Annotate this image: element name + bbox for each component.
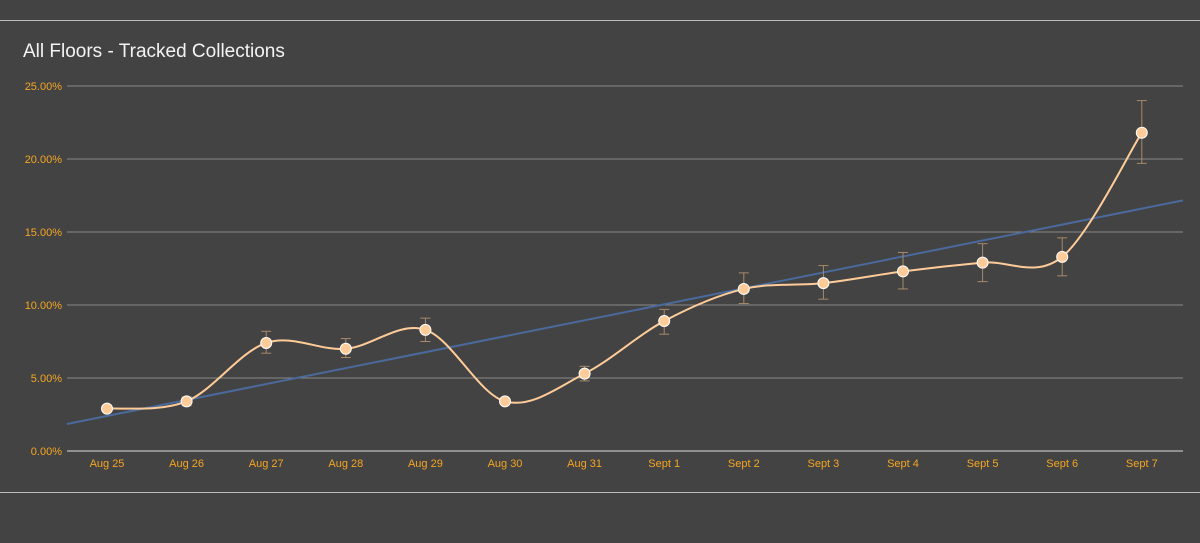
- x-tick-label: Sept 6: [1046, 458, 1078, 470]
- x-tick-label: Aug 27: [249, 458, 284, 470]
- data-point: [1135, 126, 1148, 139]
- y-tick-label: 5.00%: [31, 373, 62, 385]
- x-tick-label: Sept 7: [1126, 458, 1158, 470]
- data-point: [339, 342, 352, 355]
- x-tick-label: Aug 28: [328, 458, 363, 470]
- x-tick-label: Sept 3: [807, 458, 839, 470]
- y-tick-label: 0.00%: [31, 446, 62, 458]
- x-tick-label: Sept 5: [967, 458, 999, 470]
- bottom-divider: [0, 492, 1200, 493]
- top-divider: [0, 20, 1200, 21]
- x-tick-label: Aug 25: [90, 458, 125, 470]
- x-tick-label: Sept 2: [728, 458, 760, 470]
- data-point: [260, 336, 273, 349]
- series-line: [106, 132, 1143, 410]
- trend-line: [66, 199, 1184, 425]
- x-tick-label: Aug 26: [169, 458, 204, 470]
- y-tick-label: 15.00%: [25, 227, 63, 239]
- x-tick-label: Sept 4: [887, 458, 919, 470]
- chart-title: All Floors - Tracked Collections: [23, 41, 285, 62]
- x-tick-label: Sept 1: [648, 458, 680, 470]
- data-point: [101, 402, 113, 415]
- data-point: [658, 315, 671, 328]
- y-tick-label: 20.00%: [25, 154, 63, 166]
- x-tick-label: Aug 31: [567, 458, 602, 470]
- data-point: [499, 395, 511, 408]
- data-point: [419, 323, 432, 336]
- x-tick-label: Aug 30: [488, 458, 523, 470]
- data-point: [578, 367, 591, 380]
- data-point: [976, 256, 989, 269]
- data-point: [180, 395, 193, 408]
- data-point: [737, 282, 750, 295]
- y-tick-label: 25.00%: [25, 81, 63, 93]
- y-tick-label: 10.00%: [25, 300, 63, 312]
- data-point: [1056, 250, 1069, 263]
- x-tick-label: Aug 29: [408, 458, 443, 470]
- data-point: [817, 277, 830, 290]
- data-point: [897, 265, 909, 278]
